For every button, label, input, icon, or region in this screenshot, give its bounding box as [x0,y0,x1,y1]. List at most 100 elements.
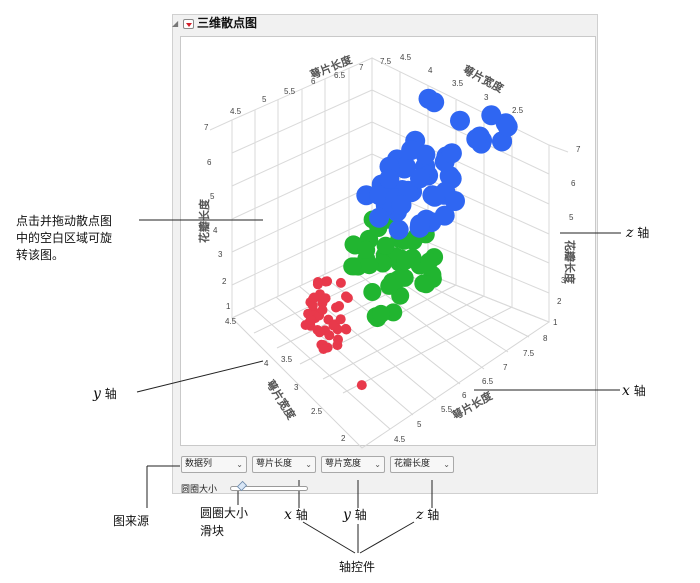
x-axis-dropdown[interactable]: 萼片长度 ⌄ [252,456,316,473]
point-red [356,380,367,391]
svg-text:4: 4 [565,247,570,256]
point-blue [388,219,409,240]
svg-text:1: 1 [226,302,231,311]
axis-controls-annotation: 轴控件 [339,560,376,574]
circle-size-label: 圆圈大小 [181,485,218,495]
point-green [417,275,436,294]
point-blue [391,194,412,215]
point-blue [497,116,518,137]
point-red [314,327,325,338]
left-z-axis-title: 花瓣长度 [197,198,211,243]
red-triangle-menu-icon[interactable] [183,19,194,29]
svg-text:8: 8 [543,334,548,343]
point-red [308,292,319,303]
svg-text:6: 6 [462,391,467,400]
point-red [320,293,331,304]
point-green [357,240,376,259]
svg-text:4: 4 [264,359,269,368]
bottom-z-axis-annotation: z 轴 [416,507,440,523]
point-green [372,304,390,323]
point-blue [395,156,416,177]
point-red [341,324,352,335]
z-axis-dropdown[interactable]: 花瓣长度 ⌄ [390,456,454,473]
point-green [376,236,395,255]
left-z-ticks: 7 6 5 4 3 2 1 [204,123,231,311]
point-blue [415,144,436,165]
svg-text:4.5: 4.5 [225,317,237,326]
annotation-leaders [136,219,621,554]
bottom-x-axis-title: 萼片长度 [450,388,496,423]
point-blue [369,185,390,206]
svg-text:3: 3 [561,276,566,285]
data-source-dropdown[interactable]: 数据列 ⌄ [181,456,247,473]
svg-text:7.5: 7.5 [523,349,535,358]
svg-text:4: 4 [428,66,433,75]
svg-text:4.5: 4.5 [230,107,242,116]
point-red [328,320,339,331]
svg-text:3: 3 [294,383,299,392]
svg-text:6: 6 [311,77,316,86]
svg-text:4.5: 4.5 [400,53,412,62]
x-axis-label: 萼片长度 [256,459,293,469]
svg-text:7: 7 [359,63,364,72]
point-blue [441,143,462,164]
point-blue [434,205,455,226]
point-blue [424,186,445,207]
circle-size-slider[interactable] [230,486,308,491]
svg-text:3.5: 3.5 [452,79,464,88]
svg-text:5: 5 [417,420,422,429]
point-red [335,277,346,288]
y-axis-annotation: y 轴 [93,386,117,402]
chevron-down-icon: ⌄ [305,460,312,469]
svg-text:6: 6 [207,158,212,167]
scatter-points [300,88,518,391]
back-top-left-ticks: 4.5 5 5.5 6 6.5 7 7.5 [230,57,392,116]
svg-text:1: 1 [553,318,558,327]
bottom-x-ticks: 8 7.5 7 6.5 6 5.5 5 4.5 [394,334,548,444]
y-axis-dropdown[interactable]: 萼片宽度 ⌄ [321,456,385,473]
point-green [373,254,392,273]
z-axis-label: 花瓣长度 [394,459,431,469]
point-blue [410,168,430,189]
point-red [318,344,329,354]
point-green [343,257,362,276]
back-top-right-axis-title: 萼片宽度 [461,62,507,95]
svg-text:5.5: 5.5 [284,87,296,96]
right-z-ticks: 7 6 5 4 3 2 1 [553,145,581,327]
point-red [312,277,323,287]
point-red [335,314,346,325]
svg-text:4: 4 [213,226,218,235]
point-red [333,334,343,345]
point-blue [424,92,445,113]
svg-text:5.5: 5.5 [441,405,453,414]
point-blue [410,214,430,235]
svg-text:6.5: 6.5 [334,71,346,80]
disclosure-triangle-icon[interactable]: ◢ [172,19,179,28]
svg-text:2: 2 [341,434,346,443]
point-blue [369,207,390,228]
bottom-y-axis-annotation: y 轴 [343,507,367,523]
point-green [360,256,379,275]
point-blue [445,191,465,211]
data-source-label: 数据列 [185,459,213,469]
svg-text:3: 3 [484,93,489,102]
svg-text:5: 5 [569,213,574,222]
bottom-y-ticks: 4.5 4 3.5 3 2.5 2 [225,317,346,443]
point-blue [379,168,400,189]
point-red [334,301,345,311]
svg-text:2.5: 2.5 [311,407,323,416]
svg-text:7: 7 [503,363,508,372]
svg-text:2: 2 [557,297,562,306]
chevron-down-icon: ⌄ [443,460,450,469]
svg-text:4.5: 4.5 [394,435,406,444]
window-title: 三维散点图 [197,16,258,30]
point-red [317,305,328,315]
point-blue [450,110,470,131]
right-z-axis-title: 花瓣长度 [563,240,577,285]
point-green [395,268,414,287]
back-top-right-ticks: 4.5 4 3.5 3 2.5 [400,53,524,115]
svg-text:2: 2 [222,277,227,286]
rotate-annotation: 点击并拖动散点图 中的空白区域可旋 转该图。 [16,214,113,262]
z-axis-annotation: z 轴 [626,225,650,241]
svg-text:7.5: 7.5 [380,57,392,66]
